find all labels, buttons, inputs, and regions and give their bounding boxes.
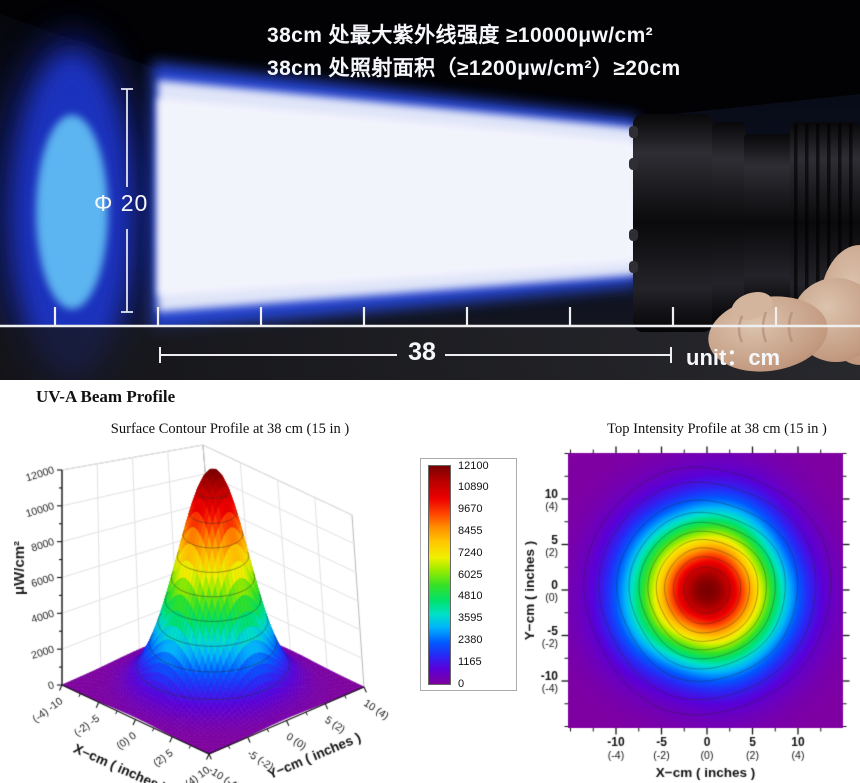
colorbar-label: 8455 — [458, 524, 483, 537]
ceiling-shadow — [0, 0, 860, 118]
colorbar-gradient — [428, 465, 451, 685]
colorbar-label: 0 — [458, 677, 465, 690]
diameter-dimension-line — [121, 88, 133, 313]
surface-chart-canvas — [14, 440, 420, 783]
colorbar-label: 10890 — [458, 481, 489, 494]
colorbar-legend: 12100 10890 9670 8455 7240 6025 4810 3595 2380 11… — [420, 458, 517, 691]
unit-label: unit：cm — [686, 345, 781, 370]
colorbar-label: 1165 — [458, 655, 482, 668]
scene-graphic — [0, 0, 860, 380]
colorbar-label: 2380 — [458, 633, 483, 646]
holding-hand — [708, 245, 860, 372]
colorbar-label: 4810 — [458, 590, 483, 603]
spec-line-2: 38cm 处照射面积（≥1200μw/cm²）≥20cm — [267, 57, 681, 80]
heatmap-chart-canvas — [520, 443, 860, 783]
charts-section: UV-A Beam Profile Surface Contour Profil… — [0, 380, 860, 783]
colorbar-label: 9670 — [458, 503, 483, 516]
colorbar-label: 12100 — [458, 459, 489, 472]
top-chart-title: Top Intensity Profile at 38 cm (15 in ) — [607, 421, 827, 437]
beam-cone-core — [158, 98, 637, 296]
spec-line-1: 38cm 处最大紫外线强度 ≥10000μw/cm² — [267, 24, 654, 47]
beam-spot-core — [36, 115, 108, 309]
distance-label: 38 — [408, 338, 436, 366]
diameter-label: Φ 20 — [94, 190, 149, 216]
colorbar-label: 6025 — [458, 568, 483, 581]
distance-dimension-line — [159, 347, 672, 363]
distance-ruler — [0, 307, 860, 328]
section-title: UV-A Beam Profile — [36, 387, 176, 406]
colorbar-label: 3595 — [458, 612, 483, 625]
surface-chart-title: Surface Contour Profile at 38 cm (15 in … — [110, 421, 350, 437]
colorbar-label: 7240 — [458, 546, 483, 559]
uv-beam-scene: 38cm 处最大紫外线强度 ≥10000μw/cm² 38cm 处照射面积（≥1… — [0, 0, 860, 380]
